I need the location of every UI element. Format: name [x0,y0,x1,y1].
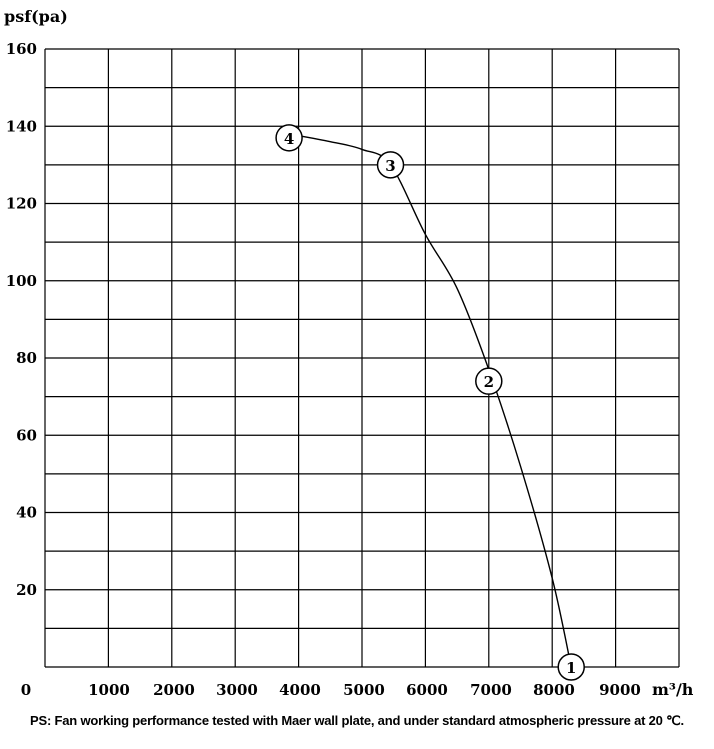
y-tick-label: 100 [6,272,37,290]
y-tick-label: 20 [16,581,37,599]
x-tick-label: 1000 [88,681,130,699]
point-markers: 1 2 3 4 [275,124,585,681]
point-marker [275,124,303,152]
point-marker-label: 2 [484,373,494,391]
x-axis-label: m³/h [652,680,694,699]
point-marker-label: 4 [284,130,294,148]
x-tick-label: 3000 [216,681,258,699]
point-marker [475,367,503,395]
y-tick-labels: 20 40 60 80 100 120 140 160 [6,40,37,599]
chart: 1 2 3 4 0 1000 2000 3000 4000 5000 6000 7000 8000 90… [4,7,694,699]
y-tick-label: 80 [16,349,37,367]
x-tick-label: 8000 [533,681,575,699]
performance-curve [288,133,572,668]
y-tick-label: 60 [16,426,37,444]
y-tick-label: 140 [6,117,37,135]
x-tick-label: 9000 [599,681,641,699]
x-tick-label: 2000 [153,681,195,699]
y-axis-label: psf(pa) [4,7,68,26]
point-marker [557,653,585,681]
footnote: PS: Fan working performance tested with … [30,713,684,728]
series-line [288,133,572,668]
y-tick-label: 120 [6,195,37,213]
x-tick-label: 5000 [343,681,385,699]
point-marker [376,151,405,179]
x-tick-labels: 0 1000 2000 3000 4000 5000 6000 7000 8000 9000 [21,681,641,699]
point-marker-label: 3 [385,157,395,175]
y-tick-label: 40 [16,504,37,522]
x-tick-label: 6000 [406,681,448,699]
grid [44,48,680,668]
point-marker-label: 1 [566,659,576,677]
x-tick-label: 4000 [279,681,321,699]
y-tick-label: 160 [6,40,37,58]
x-tick-label: 0 [21,681,31,699]
x-tick-label: 7000 [470,681,512,699]
